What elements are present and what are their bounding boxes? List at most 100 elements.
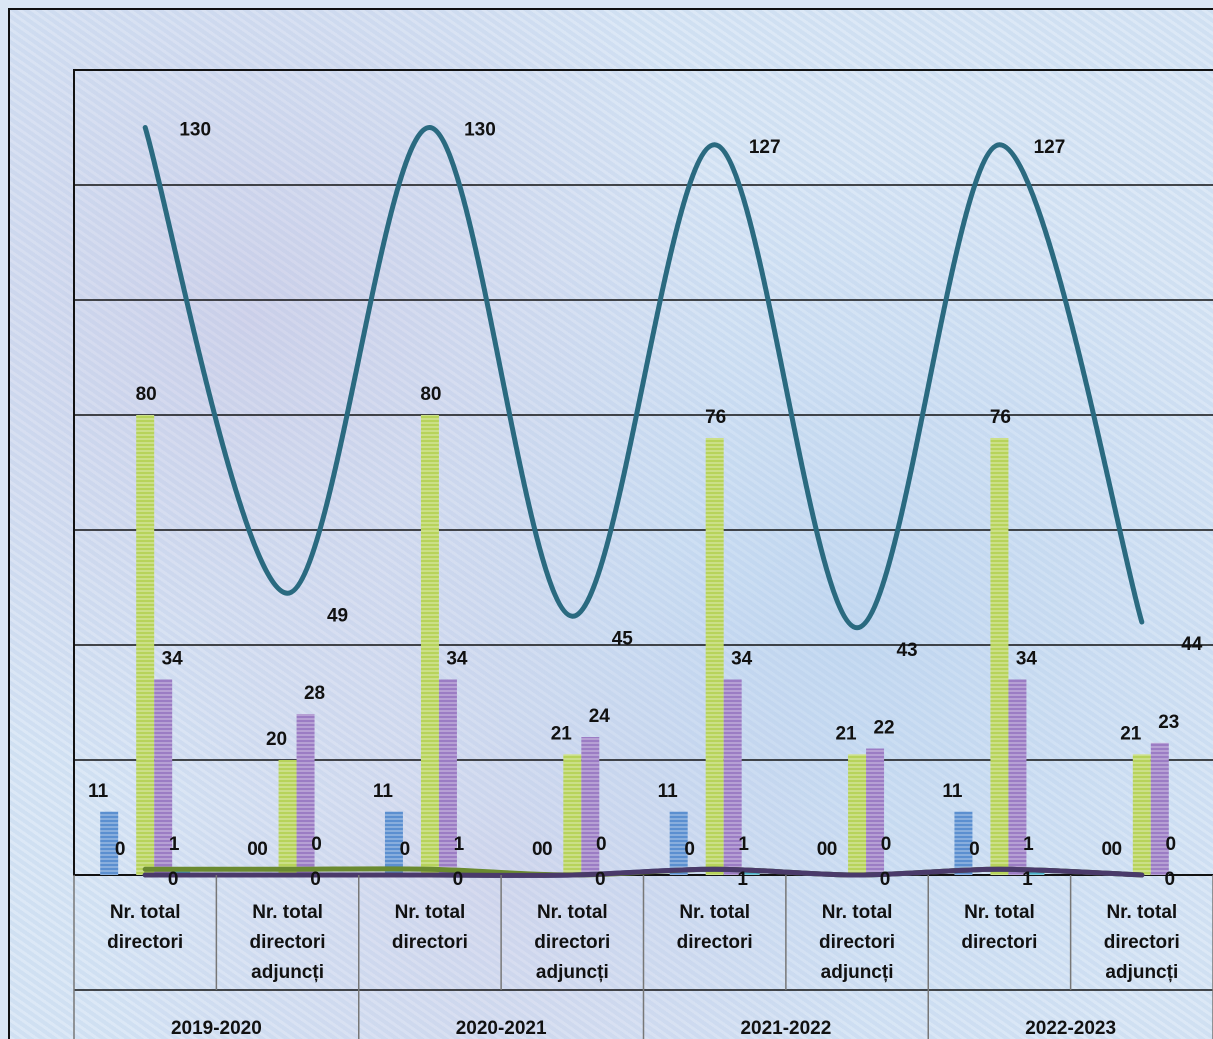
- line-data-label: 43: [896, 640, 917, 661]
- data-label: 34: [446, 649, 468, 670]
- bar: [563, 754, 582, 875]
- category-label: directori: [819, 932, 895, 953]
- category-label: adjuncți: [251, 962, 324, 983]
- line-data-label: 130: [464, 120, 496, 141]
- line-data-label: 0: [168, 869, 179, 890]
- data-label: 0: [532, 839, 543, 860]
- bar: [705, 438, 724, 875]
- bar: [1150, 742, 1169, 875]
- data-label: 0: [542, 839, 553, 860]
- line-data-label: 1: [737, 869, 748, 890]
- data-label: 0: [817, 839, 828, 860]
- data-label: 80: [136, 384, 157, 405]
- data-label: 0: [684, 839, 695, 860]
- bar: [581, 737, 600, 875]
- data-label: 11: [373, 781, 394, 802]
- category-label: Nr. total: [964, 902, 1035, 923]
- data-label: 0: [311, 834, 322, 855]
- line-data-label: 0: [453, 869, 464, 890]
- data-label: 1: [454, 834, 465, 855]
- bar: [723, 679, 742, 875]
- category-label: directori: [1104, 932, 1180, 953]
- category-label: Nr. total: [1106, 902, 1177, 923]
- data-label: 34: [162, 649, 184, 670]
- category-label: directori: [677, 932, 753, 953]
- bar: [172, 869, 191, 875]
- bar: [296, 714, 315, 875]
- data-label: 34: [1016, 649, 1038, 670]
- group-label: 2021-2022: [740, 1018, 831, 1039]
- data-label: 0: [400, 839, 411, 860]
- data-label: 0: [247, 839, 258, 860]
- line-data-label: 45: [612, 628, 634, 649]
- data-label: 1: [1023, 834, 1034, 855]
- bar: [154, 679, 173, 875]
- category-label: directori: [107, 932, 183, 953]
- data-label: 1: [738, 834, 749, 855]
- data-label: 21: [1120, 723, 1142, 744]
- category-label: Nr. total: [537, 902, 608, 923]
- category-label: Nr. total: [110, 902, 181, 923]
- category-label: adjuncți: [536, 962, 609, 983]
- category-label: Nr. total: [822, 902, 893, 923]
- data-label: 21: [835, 723, 857, 744]
- plot-area: [73, 69, 1213, 876]
- category-label: directori: [250, 932, 326, 953]
- data-label: 0: [257, 839, 268, 860]
- data-label: 0: [596, 834, 607, 855]
- category-label: directori: [392, 932, 468, 953]
- data-label: 0: [1102, 839, 1113, 860]
- group-label: 2022-2023: [1025, 1018, 1116, 1039]
- bar: [278, 760, 297, 875]
- line-data-label: 1: [1022, 869, 1033, 890]
- bar: [954, 811, 973, 875]
- data-label: 22: [873, 718, 894, 739]
- bar: [669, 811, 688, 875]
- line-data-label: 127: [1034, 137, 1066, 158]
- bar: [136, 415, 155, 875]
- data-label: 34: [731, 649, 753, 670]
- data-label: 1: [169, 834, 180, 855]
- bar: [990, 438, 1009, 875]
- line-data-label: 44: [1181, 634, 1203, 655]
- data-label: 0: [1166, 834, 1177, 855]
- data-label: 76: [990, 407, 1011, 428]
- line-data-label: 127: [749, 137, 781, 158]
- category-label: directori: [961, 932, 1037, 953]
- series-line: [142, 866, 1145, 878]
- data-label: 23: [1158, 712, 1179, 733]
- bar: [420, 415, 439, 875]
- data-label: 11: [658, 781, 679, 802]
- data-label: 20: [266, 729, 287, 750]
- data-label: 0: [115, 839, 126, 860]
- data-label: 11: [942, 781, 963, 802]
- bar: [384, 811, 403, 875]
- line-data-label: 49: [327, 605, 348, 626]
- category-label: directori: [534, 932, 610, 953]
- bar: [1008, 679, 1027, 875]
- category-label: Nr. total: [252, 902, 323, 923]
- data-label: 76: [705, 407, 726, 428]
- line-data-label: 0: [310, 869, 321, 890]
- bar: [866, 748, 885, 875]
- category-label: Nr. total: [395, 902, 466, 923]
- category-label: adjuncți: [1105, 962, 1178, 983]
- data-label: 11: [88, 781, 109, 802]
- bar: [100, 811, 119, 875]
- group-label: 2019-2020: [171, 1018, 262, 1039]
- bar: [1132, 754, 1151, 875]
- bar: [848, 754, 867, 875]
- data-label: 0: [827, 839, 838, 860]
- data-label: 80: [420, 384, 441, 405]
- group-label: 2020-2021: [456, 1018, 547, 1039]
- category-label: adjuncți: [821, 962, 894, 983]
- data-label: 0: [969, 839, 980, 860]
- data-label: 28: [304, 683, 325, 704]
- line-data-label: 0: [880, 869, 891, 890]
- data-label: 0: [1112, 839, 1123, 860]
- line-data-label: 0: [1165, 869, 1176, 890]
- series-line: [142, 124, 1145, 631]
- line-data-label: 130: [179, 120, 211, 141]
- bar: [438, 679, 457, 875]
